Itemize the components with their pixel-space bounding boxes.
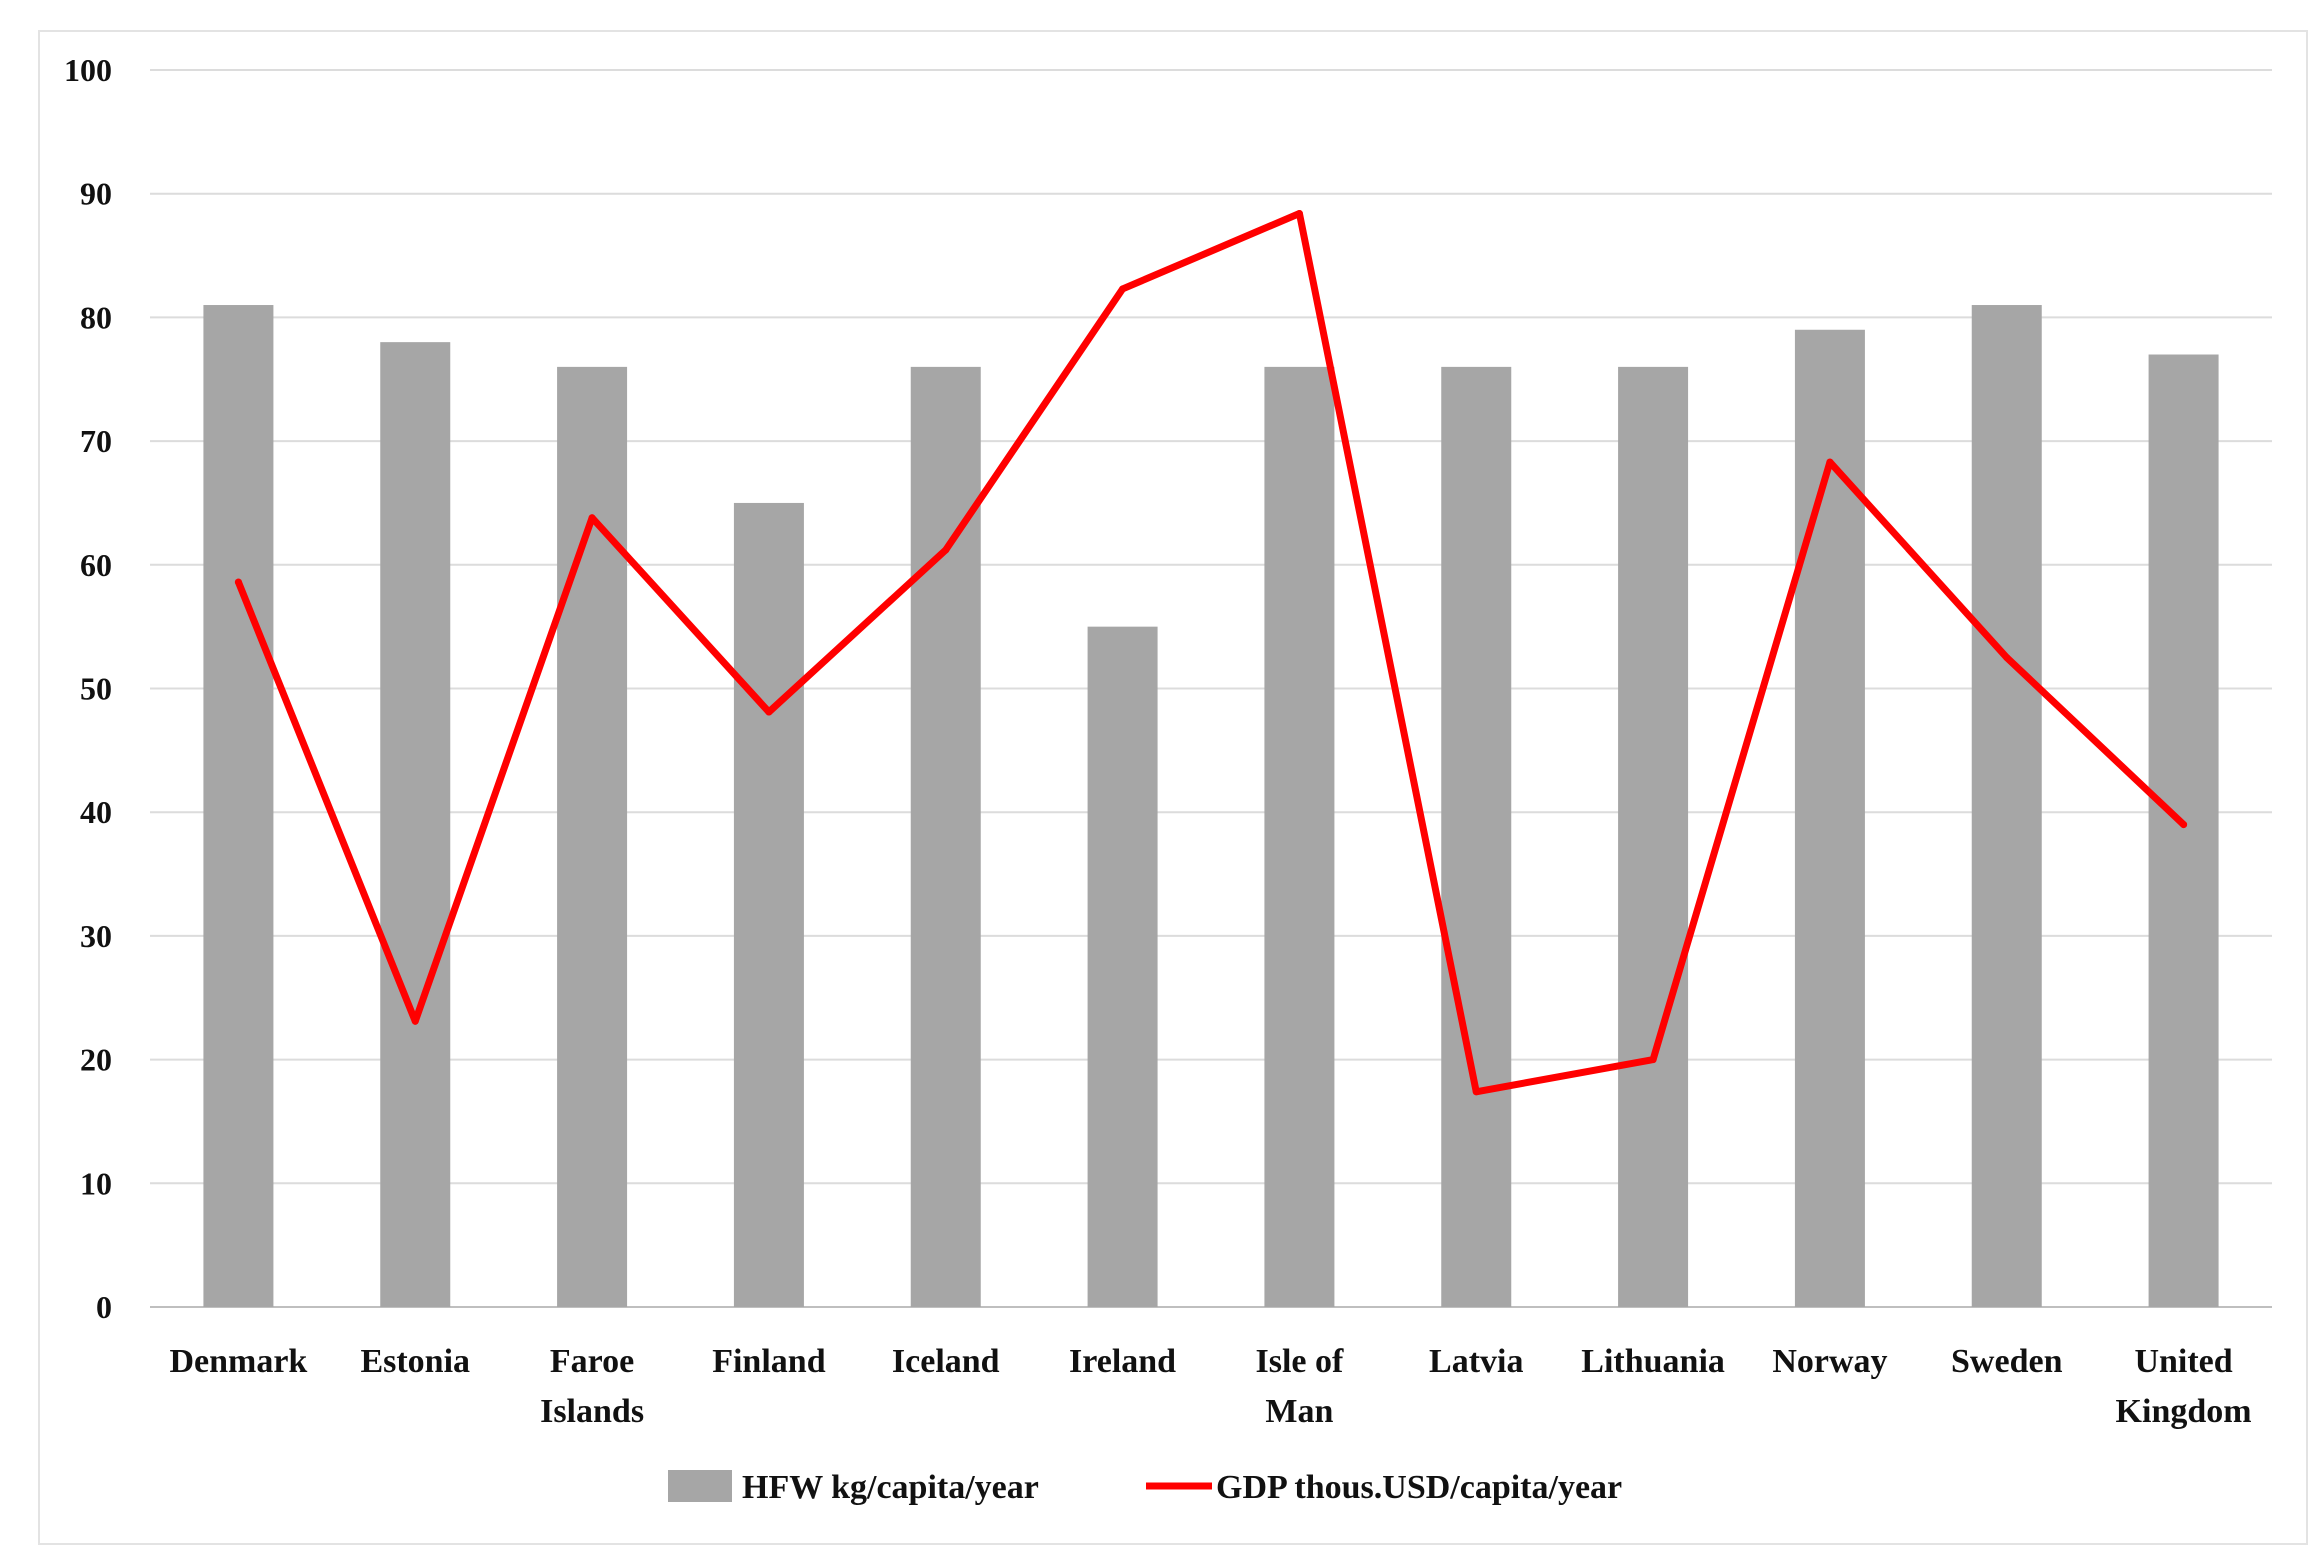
x-tick-label: Kingdom: [2116, 1393, 2252, 1430]
x-tick-label: Denmark: [169, 1343, 307, 1380]
legend-label-hfw: HFW kg/capita/year: [742, 1469, 1039, 1506]
x-tick-label: Latvia: [1429, 1343, 1523, 1380]
bar-hfw: [1618, 366, 1689, 1307]
bar-series: [203, 305, 2219, 1307]
y-tick-label: 30: [80, 918, 112, 954]
line-point-gdp: [2180, 821, 2188, 829]
legend-label-gdp: GDP thous.USD/capita/year: [1216, 1469, 1622, 1506]
x-tick-label: Ireland: [1069, 1343, 1176, 1380]
x-tick-label: Islands: [540, 1393, 644, 1430]
y-tick-label: 80: [80, 299, 112, 335]
line-point-gdp: [2003, 654, 2011, 662]
legend: HFW kg/capita/year GDP thous.USD/capita/y…: [668, 1469, 1622, 1506]
line-point-gdp: [765, 708, 773, 716]
line-point-gdp: [1472, 1088, 1480, 1096]
bar-hfw: [380, 342, 451, 1307]
line-point-gdp: [1649, 1056, 1657, 1064]
y-tick-label: 0: [96, 1289, 112, 1325]
x-tick-label: Isle of: [1256, 1343, 1345, 1380]
x-tick-label: Man: [1265, 1393, 1333, 1430]
bar-hfw: [2148, 354, 2219, 1307]
bar-hfw: [203, 305, 274, 1307]
y-tick-label: 100: [64, 52, 112, 88]
y-tick-label: 50: [80, 671, 112, 707]
y-tick-label: 20: [80, 1042, 112, 1078]
line-point-gdp: [1119, 285, 1127, 293]
y-tick-label: 40: [80, 794, 112, 830]
bar-hfw: [557, 366, 628, 1307]
bar-hfw: [1441, 366, 1512, 1307]
x-tick-label: Faroe: [550, 1343, 634, 1380]
x-tick-label: Lithuania: [1581, 1343, 1725, 1380]
x-axis: Denmark Estonia Faroe Islands Finland Iceland…: [169, 1343, 2251, 1430]
x-tick-label: Finland: [712, 1343, 825, 1380]
line-point-gdp: [942, 546, 950, 554]
x-tick-label: Sweden: [1951, 1343, 2063, 1380]
bar-hfw: [1971, 305, 2042, 1307]
line-point-gdp: [588, 514, 596, 522]
y-tick-label: 70: [80, 423, 112, 459]
line-series: [234, 209, 2188, 1096]
line-point-gdp: [1826, 458, 1834, 466]
y-tick-label: 60: [80, 547, 112, 583]
y-tick-label: 90: [80, 176, 112, 212]
y-axis: 0 10 20 30 40 50 60 70 80 90 100: [64, 52, 112, 1325]
bar-hfw: [1087, 626, 1158, 1307]
line-gdp: [234, 209, 2188, 1096]
line-point-gdp: [1295, 209, 1303, 217]
bar-hfw: [910, 366, 981, 1307]
x-tick-label: Iceland: [892, 1343, 1000, 1380]
bar-hfw: [733, 502, 804, 1307]
line-point-gdp: [411, 1017, 419, 1025]
bar-hfw: [1264, 366, 1335, 1307]
line-point-gdp: [234, 578, 242, 586]
x-tick-label: United: [2134, 1343, 2232, 1380]
y-tick-label: 10: [80, 1165, 112, 1201]
bar-hfw: [1794, 329, 1865, 1307]
gridlines: [150, 69, 2272, 1308]
x-tick-label: Estonia: [360, 1343, 470, 1380]
legend-swatch-bar: [668, 1470, 732, 1502]
x-tick-label: Norway: [1772, 1343, 1887, 1380]
